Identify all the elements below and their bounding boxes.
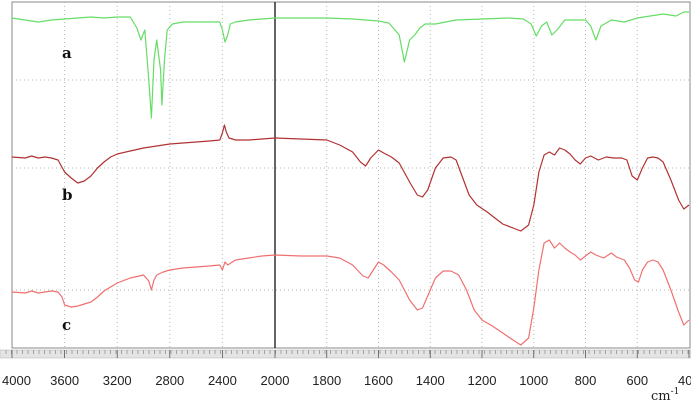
x-tick-label: 400: [678, 373, 691, 388]
x-tick-label: 1400: [416, 373, 445, 388]
x-tick-label: 3200: [103, 373, 132, 388]
x-axis-unit-label: cm-1: [651, 387, 679, 404]
axis-ruler: [0, 350, 691, 358]
x-tick-label: 1600: [364, 373, 393, 388]
x-tick-label: 2000: [261, 373, 290, 388]
x-tick-label: 600: [626, 373, 648, 388]
plot-frame: [12, 2, 690, 348]
x-tick-label: 2400: [208, 373, 237, 388]
x-tick-label: 3600: [50, 373, 79, 388]
x-tick-label: 800: [575, 373, 597, 388]
x-tick-label: 1800: [312, 373, 341, 388]
x-tick-label: 4000: [2, 373, 31, 388]
curve-label-c: c: [62, 316, 71, 334]
x-tick-label: 2800: [155, 373, 184, 388]
curve-label-b: b: [62, 186, 73, 204]
x-tick-label: 1000: [519, 373, 548, 388]
curve-label-a: a: [62, 44, 72, 62]
x-tick-label: 1200: [468, 373, 497, 388]
